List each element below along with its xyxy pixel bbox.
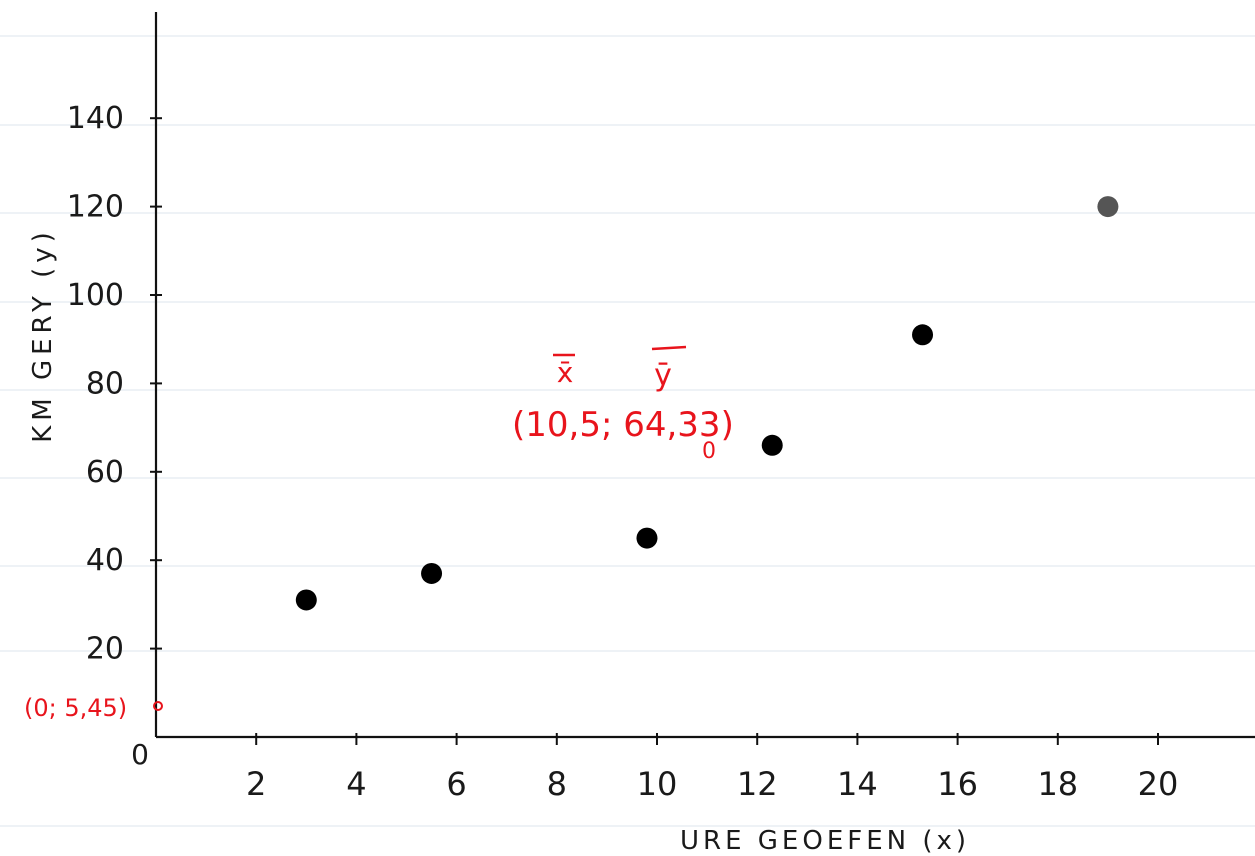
mean-annotation: x̄ ȳ (10,5; 64,33) 0 <box>512 345 734 464</box>
origin-label: 0 <box>131 738 149 771</box>
y-tick-label: 120 <box>67 190 124 225</box>
y-tick-label: 60 <box>86 455 124 490</box>
intercept-marker <box>153 701 163 711</box>
data-point <box>1097 196 1119 218</box>
ruled-lines <box>0 35 1255 827</box>
y-bar-overline <box>651 345 687 351</box>
y-tick-label: 100 <box>67 278 124 313</box>
data-point <box>421 562 443 584</box>
x-tick-label: 20 <box>1138 765 1179 803</box>
data-points <box>295 196 1119 611</box>
x-axis-label: URE GEOEFEN (x) <box>680 826 970 856</box>
mean-point-label: (10,5; 64,33) <box>512 405 734 445</box>
axes <box>154 12 1255 739</box>
x-tick-label: 14 <box>837 765 878 803</box>
y-tick-label: 20 <box>86 632 124 667</box>
y-axis-label: KM GERY (y) <box>28 227 58 443</box>
data-point <box>295 589 317 611</box>
intercept-annotation: (0; 5,45) <box>24 694 163 722</box>
data-point <box>761 434 783 456</box>
y-bar-symbol: ȳ <box>654 358 672 393</box>
intercept-label: (0; 5,45) <box>24 694 127 722</box>
x-ticks: 2 4 6 8 10 12 14 16 18 20 <box>246 733 1178 803</box>
x-tick-label: 18 <box>1037 765 1078 803</box>
x-tick-label: 16 <box>937 765 978 803</box>
x-tick-label: 12 <box>737 765 778 803</box>
y-tick-label: 40 <box>86 543 124 578</box>
x-tick-label: 10 <box>637 765 678 803</box>
y-tick-label: 80 <box>86 366 124 401</box>
mean-point-extra: 0 <box>702 439 716 464</box>
x-tick-label: 4 <box>346 765 366 803</box>
data-point <box>912 324 934 346</box>
x-bar-symbol: x̄ <box>557 356 574 389</box>
y-tick-label: 140 <box>67 101 124 136</box>
x-tick-label: 6 <box>446 765 466 803</box>
y-ticks: 20 40 60 80 100 120 140 <box>67 101 162 667</box>
data-point <box>636 527 658 549</box>
x-tick-label: 2 <box>246 765 266 803</box>
x-tick-label: 8 <box>547 765 567 803</box>
